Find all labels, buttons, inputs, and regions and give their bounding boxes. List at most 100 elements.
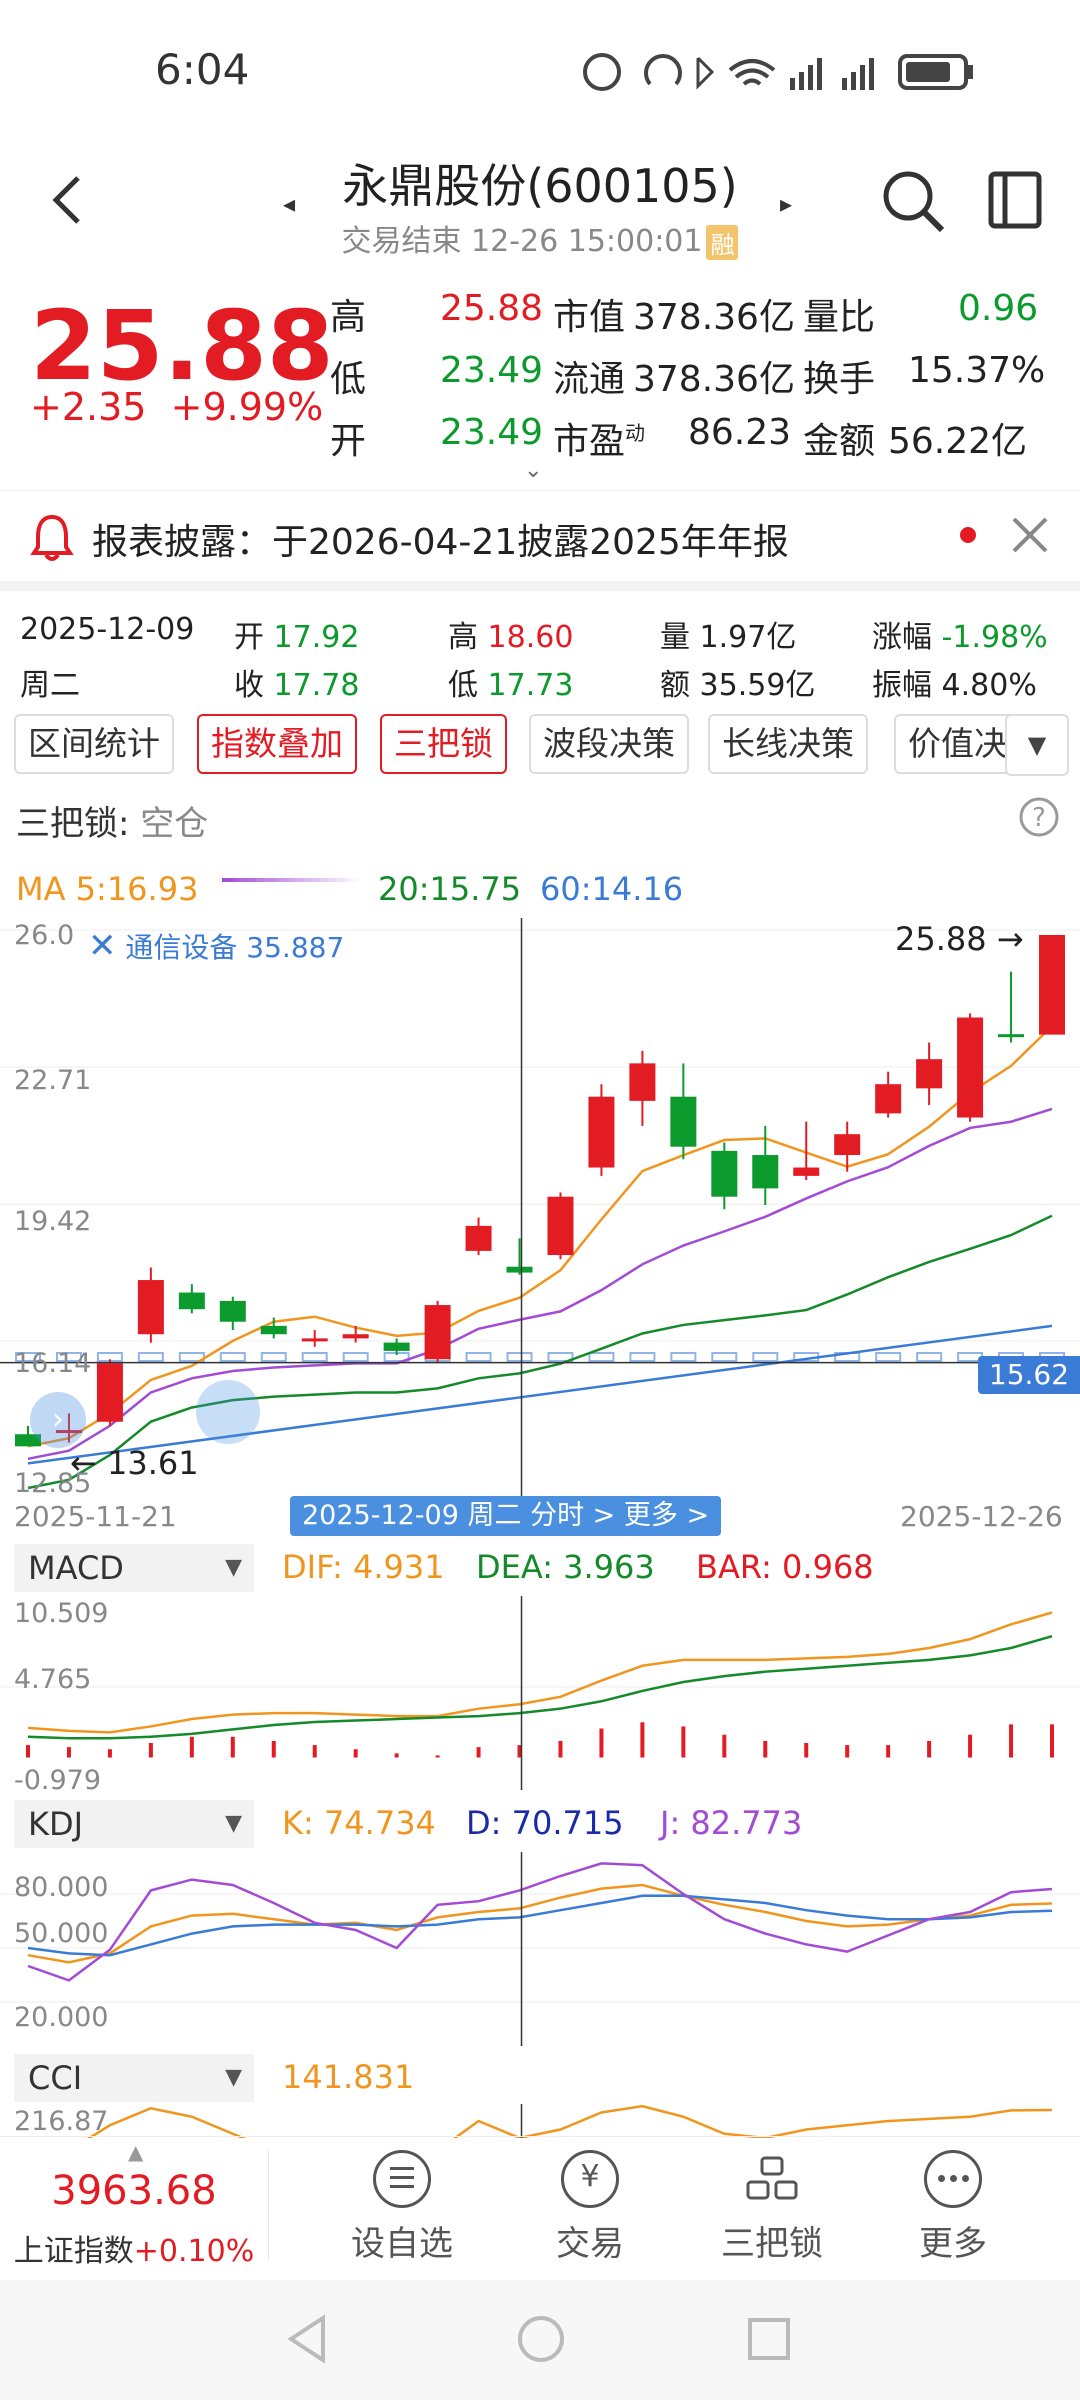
overlay-index-bar — [506, 1351, 533, 1362]
notice-bar[interactable]: 报表披露：于2026-04-21披露2025年年报 — [0, 490, 1080, 591]
macd-selector[interactable]: MACD ▼ — [14, 1544, 254, 1592]
close-icon[interactable] — [1010, 515, 1050, 555]
system-navigation — [0, 2280, 1080, 2400]
overlay-index-label[interactable]: ✕ 通信设备 35.887 — [88, 926, 344, 966]
kdj-selector[interactable]: KDJ ▼ — [14, 1800, 254, 1848]
overlay-index-bar — [55, 1351, 82, 1362]
cci-selector[interactable]: CCI ▼ — [14, 2054, 254, 2102]
overlay-index-bar — [178, 1351, 205, 1362]
overlay-close-icon[interactable]: ✕ — [88, 926, 117, 966]
help-icon[interactable]: ? — [1018, 796, 1060, 838]
macd-dea: DEA: 3.963 — [476, 1548, 655, 1586]
tab-index-overlay[interactable]: 指数叠加 — [197, 714, 357, 774]
lock-status-label: 三把锁: — [16, 804, 130, 844]
stock-title: 永鼎股份(600105) — [342, 159, 738, 213]
tab-longterm-decision[interactable]: 长线决策 — [708, 714, 868, 774]
day-amt-value: 35.59亿 — [699, 668, 816, 703]
nav-label-watchlist: 设自选 — [351, 2224, 453, 2264]
macd-bar — [681, 1726, 686, 1758]
recents-square-icon[interactable] — [746, 2316, 792, 2362]
macd-bar — [312, 1745, 317, 1758]
candle-body — [711, 1150, 738, 1197]
back-triangle-icon[interactable] — [285, 2314, 329, 2364]
price-axis-4: 16.14 — [14, 1348, 92, 1379]
price-axis-2: 22.71 — [14, 1065, 92, 1096]
day-chg-label: 涨幅 — [872, 620, 932, 655]
candle-body — [260, 1325, 287, 1335]
nav-more[interactable]: 更多 — [893, 2150, 1013, 2265]
back-button[interactable] — [48, 170, 88, 234]
price-change: +2.35 +9.99% — [30, 385, 323, 429]
max-price-annotation: 25.88 → — [895, 920, 1024, 958]
collapse-arrow-icon: ▲ — [128, 2140, 144, 2164]
tab-three-locks[interactable]: 三把锁 — [380, 714, 507, 774]
index-name-change: 上证指数+0.10% — [0, 2226, 268, 2270]
share-icon — [988, 171, 1042, 229]
high-value: 25.88 — [440, 288, 544, 329]
day-amt-label: 额 — [660, 668, 690, 703]
overlay-index-bar — [137, 1351, 164, 1362]
tab-range-stats[interactable]: 区间统计 — [14, 714, 174, 774]
ma20-label: 20:15.75 — [378, 870, 522, 908]
tab-swing-decision[interactable]: 波段决策 — [529, 714, 689, 774]
macd-dif: DIF: 4.931 — [282, 1548, 445, 1586]
overlay-index-bar — [588, 1351, 615, 1362]
search-icon — [883, 171, 945, 233]
candle-body — [137, 1280, 164, 1335]
min-price-annotation: ← 13.61 — [70, 1444, 199, 1482]
home-circle-icon[interactable] — [516, 2314, 566, 2364]
day-high-value: 18.60 — [487, 620, 574, 655]
candle-body — [547, 1196, 574, 1256]
macd-bar — [107, 1749, 112, 1758]
high-label: 高 — [330, 297, 367, 338]
pe-label-text: 市盈 — [553, 421, 626, 462]
macd-bar — [886, 1745, 891, 1758]
candle-body — [875, 1084, 902, 1114]
nav-trade[interactable]: ¥ 交易 — [530, 2150, 650, 2265]
macd-bar — [722, 1734, 727, 1758]
chevron-down-icon: ▼ — [225, 2065, 242, 2090]
macd-axis-bottom: -0.979 — [14, 1765, 102, 1796]
macd-bar — [353, 1749, 358, 1758]
macd-bar — [271, 1740, 276, 1758]
tab-value-decision[interactable]: 价值决 — [894, 714, 1018, 774]
day-date: 2025-12-09 — [20, 612, 195, 647]
candle-body — [178, 1292, 205, 1310]
nav-three-locks[interactable]: 三把锁 — [712, 2150, 832, 2265]
turnover-label: 换手 — [803, 359, 876, 400]
trade-status-text: 交易结束 12-26 15:00:01 — [341, 224, 703, 259]
open-label: 开 — [330, 421, 367, 462]
macd-bar — [763, 1740, 768, 1758]
zoom-handle[interactable] — [196, 1380, 260, 1444]
market-index-widget[interactable]: ▲ 3963.68 上证指数+0.10% — [0, 2140, 268, 2276]
search-button[interactable] — [880, 168, 946, 238]
low-value: 23.49 — [440, 350, 544, 391]
cursor-date-bar[interactable]: 2025-12-09 周二 分时 > 更多 > — [290, 1496, 722, 1536]
mktcap-value: 378.36亿 — [633, 297, 795, 338]
candle-body — [219, 1300, 246, 1322]
day-weekday: 周二 — [20, 668, 80, 703]
scroll-left-handle[interactable]: › — [30, 1392, 86, 1448]
overlay-label-text: 通信设备 35.887 — [125, 931, 345, 964]
ma5-line — [27, 1025, 1053, 1448]
macd-bar — [927, 1740, 932, 1758]
kdj-name: KDJ — [28, 1805, 84, 1843]
prev-stock-arrow[interactable]: ◂ — [283, 190, 296, 218]
mktcap-label: 市值 — [553, 297, 626, 338]
day-open: 开 17.92 — [234, 612, 359, 656]
day-high-label: 高 — [448, 620, 478, 655]
kline-chart[interactable] — [0, 918, 1080, 1498]
volratio-value: 0.96 — [958, 288, 1039, 329]
status-icons — [583, 53, 973, 91]
day-amp-label: 振幅 — [872, 668, 932, 703]
expand-chevron-icon[interactable]: ⌄ — [524, 458, 543, 483]
list-icon — [373, 2150, 431, 2208]
kdj-axis-mid: 50.000 — [14, 1918, 109, 1949]
min-price-value: 13.61 — [106, 1444, 199, 1482]
tabs-dropdown-button[interactable]: ▼ — [1005, 714, 1069, 776]
next-stock-arrow[interactable]: ▸ — [780, 190, 793, 218]
kdj-j: J: 82.773 — [660, 1804, 803, 1842]
nav-add-watchlist[interactable]: 设自选 — [342, 2150, 462, 2265]
kdj-j-line — [27, 1862, 1053, 1982]
share-button[interactable] — [985, 170, 1045, 234]
